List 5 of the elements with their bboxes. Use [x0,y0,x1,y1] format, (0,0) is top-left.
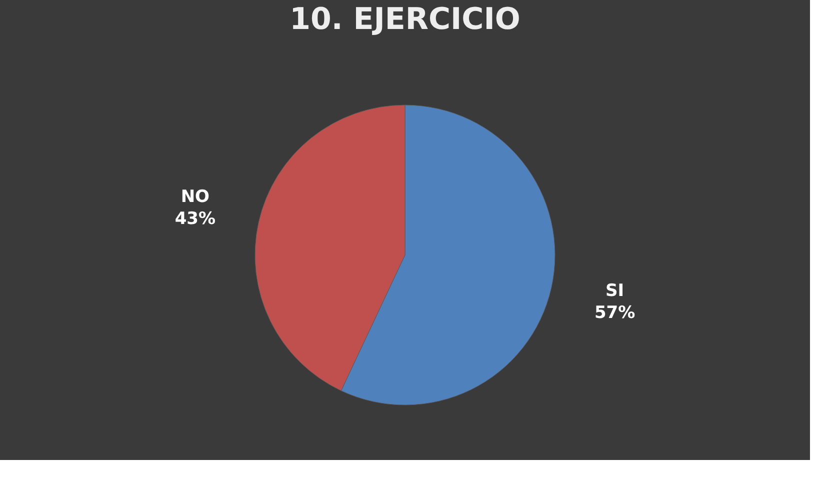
chart-title: 10. EJERCICIO [290,2,520,37]
data-label: 57% [594,302,636,323]
data-label: 43% [174,209,216,230]
slice-label: NO [180,187,210,208]
slice-label: SI [606,280,624,301]
